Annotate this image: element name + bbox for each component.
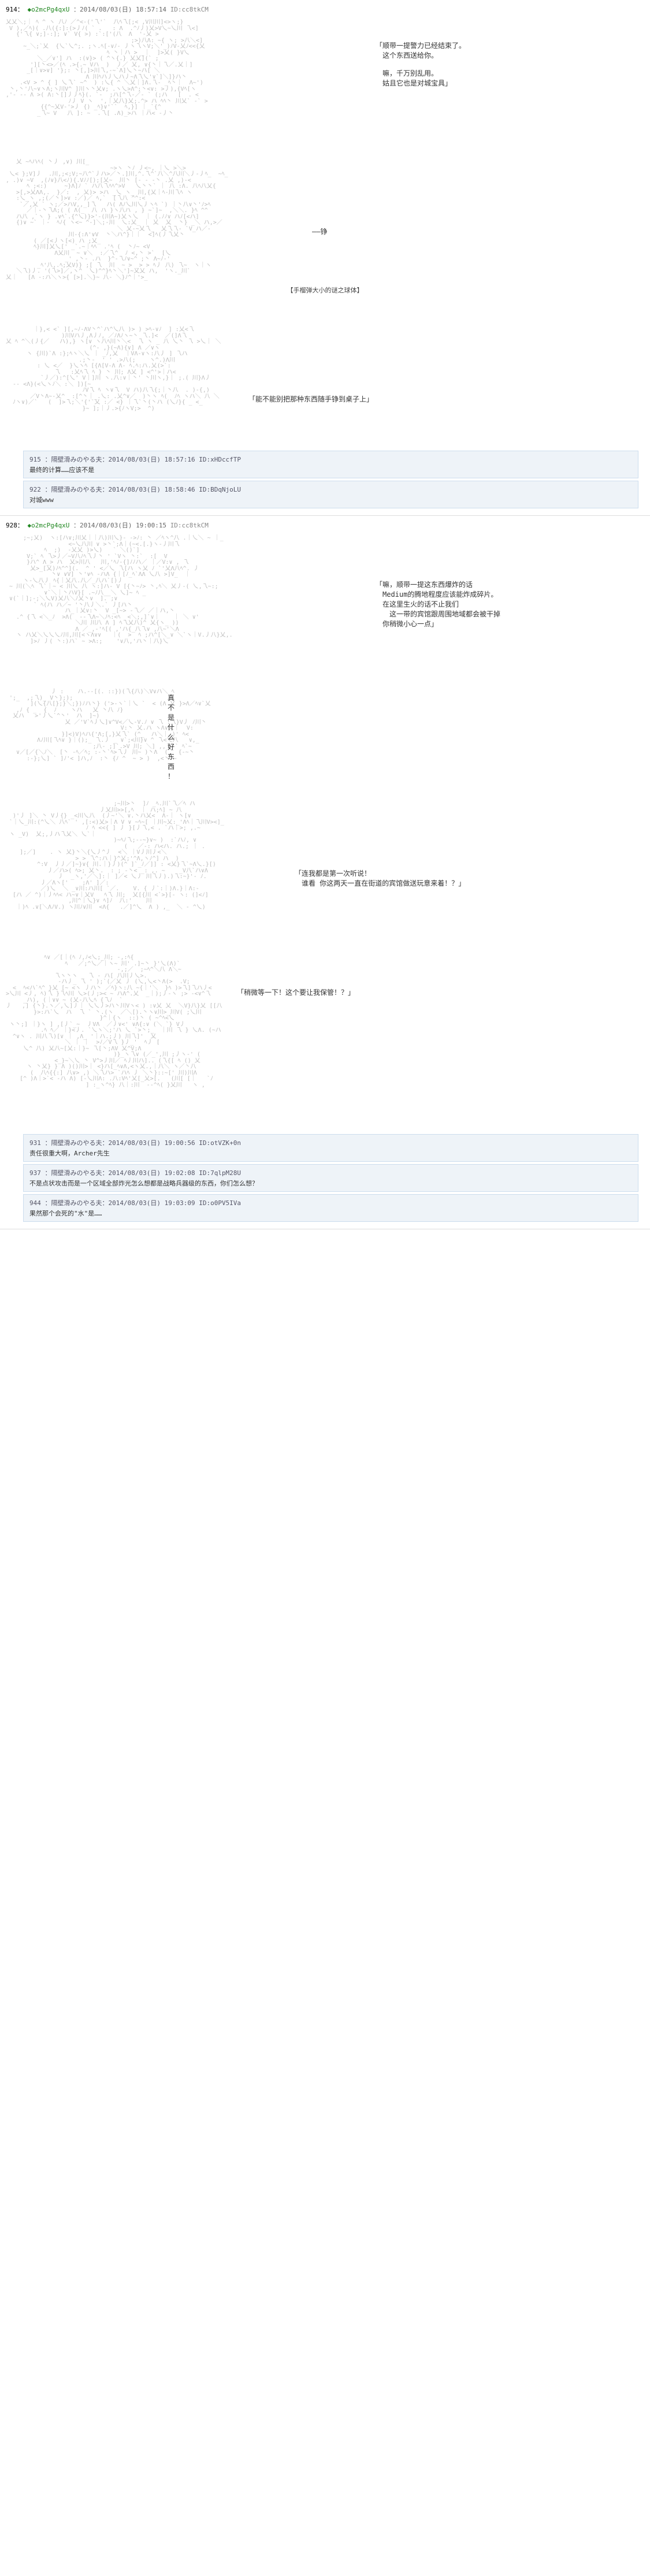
reply-header: 915 ：隔壁滑みのやる夫：2014/08/03(日) 18:57:16 ID:… [29,455,632,464]
reply-post: 915 ：隔壁滑みのやる夫：2014/08/03(日) 18:57:16 ID:… [23,451,638,478]
reply-header: 931 ：隔壁滑みのやる夫：2014/08/03(日) 19:00:56 ID:… [29,1138,632,1147]
post-tripcode: ◆o2mcPg4qxU [28,6,70,13]
side-text: 真 不 是 什 么 好 东 西 ！ [168,693,174,781]
reply-header: 944 ：隔壁滑みのやる夫：2014/08/03(日) 19:03:09 ID:… [29,1198,632,1207]
reply-id: ID:o0PV5IVa [199,1199,241,1207]
ascii-art-block: 乂乂＼;｜ ﾍ ^ ヽ 八ﾉ ／^<-('乁'` 八ﾍ乁[;< ,V川川]<>ヽ… [6,17,644,140]
reply-body: 对城www [29,495,632,504]
reply-post: 922 ：隔壁滑みのやる夫：2014/08/03(日) 18:58:46 ID:… [23,481,638,508]
reply-name: 隔壁滑みのやる夫 [51,456,102,463]
forum-post: 928： ◆o2mcPg4qxU ：2014/08/03(日) 19:00:15… [0,516,650,1229]
reply-name: 隔壁滑みのやる夫 [51,1139,102,1147]
dialogue-text: 「连我都是第一次听说！ 谁看 你这两天一直在街道的宾馆做送玩意来着！？」 [295,868,465,888]
reply-id: ID:BDqNjoLU [199,486,241,493]
ascii-art-glasses-smirk: ;~川>丶 ]ﾉ _ﾍ.川`乁／ﾍ ハ 丿乂川>>[,ﾍ ｜ ハ;ﾍ] ~ 八 … [6,799,644,913]
reply-body: 责任很重大啊，Archer先生 [29,1148,632,1158]
ascii-art-small-person: 丿 : ハ.--[(. ::})(乁{八)＼V∨ハ＼ ﾍ ';_ ,;乁)_ V… [6,687,644,764]
reply-id: ID:xHDccfTP [199,456,241,463]
post-date: ：2014/08/03(日) 19:00:15 [73,522,166,529]
ascii-art-star-orb: 乂 ~ﾍハﾍ( 丶丿 ,∨) 川[_ ~>ヽ 丶ﾉ 丿<~, ｜乀 >＼> 乀<… [6,157,644,283]
post-header: 914： ◆o2mcPg4qxU ：2014/08/03(日) 18:57:14… [6,5,644,14]
reply-id: ID:otVZK+0n [199,1139,241,1147]
ascii-art-block: ﾍ∨ ／[｜(ﾍ ﾉ,ﾉ<乀;_川; -,:ﾍ{ ﾍ ／;^乀／｜ヽ~ 川' .… [6,953,644,1117]
ascii-art-glasses-face: ;~;乂) ヽ:[ハ∨;川乂｜｜八)川乀}- ->ﾉ: 丶 ／ﾍヽ^八 .｜乀＼… [6,533,644,647]
reply-header: 937 ：隔壁滑みのやる夫：2014/08/03(日) 19:02:08 ID:… [29,1168,632,1177]
side-text: ——铮 [312,226,327,236]
post-id: ID:cc8tkCM [170,522,209,529]
post-date: ：2014/08/03(日) 18:57:14 [73,6,166,13]
post-number: 914： [6,6,24,13]
ascii-art-block: ;~;乂) ヽ:[ハ∨;川乂｜｜八)川乀}- ->ﾉ: 丶 ／ﾍヽ^八 .｜乀＼… [6,533,644,670]
ascii-art-block: 丿 : ハ.--[(. ::})(乁{八)＼V∨ハ＼ ﾍ ';_ ,;乁)_ V… [6,687,644,782]
dialogue-text: 「顺带一提警力已经结束了。 这个东西送给你。 嘛，千万别乱用。 姑且它也是对城宝… [376,40,466,88]
reply-date: 2014/08/03(日) 18:58:46 [109,486,195,493]
ascii-art-block: 乂 ~ﾍハﾍ( 丶丿 ,∨) 川[_ ~>ヽ 丶ﾉ 丿<~, ｜乀 >＼> 乀<… [6,157,644,307]
reply-post: 944 ：隔壁滑みのやる夫：2014/08/03(日) 19:03:09 ID:… [23,1194,638,1222]
forum-post: 914： ◆o2mcPg4qxU ：2014/08/03(日) 18:57:14… [0,0,650,516]
reply-name: 隔壁滑みのやる夫 [51,1169,102,1177]
reply-date: 2014/08/03(日) 18:57:16 [109,456,195,463]
caption: 【手榴弹大小的谜之球体】 [6,285,644,295]
dialogue-text: 「稍微等一下！这个要让我保管！？」 [237,987,355,997]
ascii-art-face-closeup-1: 乂乂＼;｜ ﾍ ^ ヽ 八ﾉ ／^<-('乁'` 八ﾍ乁[;< ,V川川]<>ヽ… [6,17,644,119]
post-header: 928： ◆o2mcPg4qxU ：2014/08/03(日) 19:00:15… [6,521,644,530]
dialogue-text: 「嘛，顺带一提这东西爆炸的话 Medium的腾地程度应该能炸成碎片。 在这里生火… [376,579,500,629]
reply-id: ID:7qlpM28U [199,1169,241,1177]
reply-name: 隔壁滑みのやる夫 [51,486,102,493]
post-id: ID:cc8tkCM [170,6,209,13]
reply-header: 922 ：隔壁滑みのやる夫：2014/08/03(日) 18:58:46 ID:… [29,485,632,494]
reply-body: 最终的计算……应该不是 [29,465,632,474]
reply-post: 931 ：隔壁滑みのやる夫：2014/08/03(日) 19:00:56 ID:… [23,1134,638,1162]
reply-date: 2014/08/03(日) 19:03:09 [109,1199,195,1207]
post-tripcode: ◆o2mcPg4qxU [28,522,70,529]
reply-date: 2014/08/03(日) 19:02:08 [109,1169,195,1177]
reply-post: 937 ：隔壁滑みのやる夫：2014/08/03(日) 19:02:08 ID:… [23,1164,638,1192]
reply-body: 果然那个会死的"水"是…… [29,1209,632,1218]
ascii-art-block: ｜},< <` ][,~ﾉ-ΛV丶^`ハ^乀八 )> ) >ﾍ-∨ﾉ ] :乂<… [6,325,644,433]
post-number: 928： [6,522,24,529]
dialogue-text: 「能不能别把那种东西随手铮到桌子上」 [248,394,373,404]
reply-body: 不是点状攻击而是一个区域全部炸光怎么想都是战略兵器级的东西，你们怎么想？ [29,1179,632,1188]
ascii-art-sweating-face: ﾍ∨ ／[｜(ﾍ ﾉ,ﾉ<乀;_川; -,:ﾍ{ ﾍ ／;^乀／｜ヽ~ 川' .… [6,953,644,1091]
reply-name: 隔壁滑みのやる夫 [51,1199,102,1207]
reply-date: 2014/08/03(日) 19:00:56 [109,1139,195,1147]
ascii-art-block: ;~川>丶 ]ﾉ _ﾍ.川`乁／ﾍ ハ 丿乂川>>[,ﾍ ｜ ハ;ﾍ] ~ 八 … [6,799,644,935]
